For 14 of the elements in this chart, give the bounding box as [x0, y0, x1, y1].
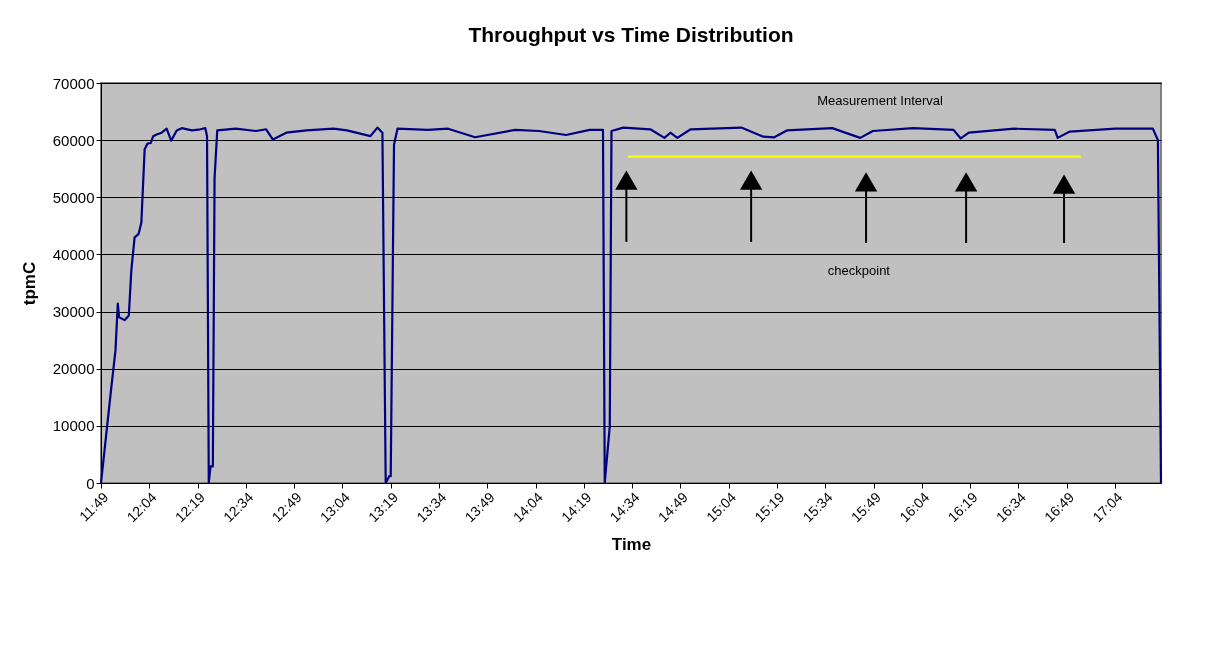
x-axis-title: Time [611, 535, 652, 555]
y-axis-title: tpmC [19, 261, 39, 306]
y-tick-label: 0 [86, 474, 95, 492]
annotation: Measurement Interval [817, 93, 944, 108]
y-tick-label: 70000 [52, 74, 95, 92]
y-tick-label: 30000 [52, 303, 95, 321]
chart-title: Throughput vs Time Distribution [468, 23, 794, 46]
y-tick-label: 60000 [52, 131, 95, 149]
y-tick-label: 10000 [52, 417, 95, 435]
y-tick-label: 50000 [52, 188, 95, 206]
line-series [99, 126, 1163, 485]
y-tick-label: 20000 [52, 360, 95, 378]
y-tick-label: 40000 [52, 245, 95, 263]
annotation: checkpoint [827, 263, 891, 278]
